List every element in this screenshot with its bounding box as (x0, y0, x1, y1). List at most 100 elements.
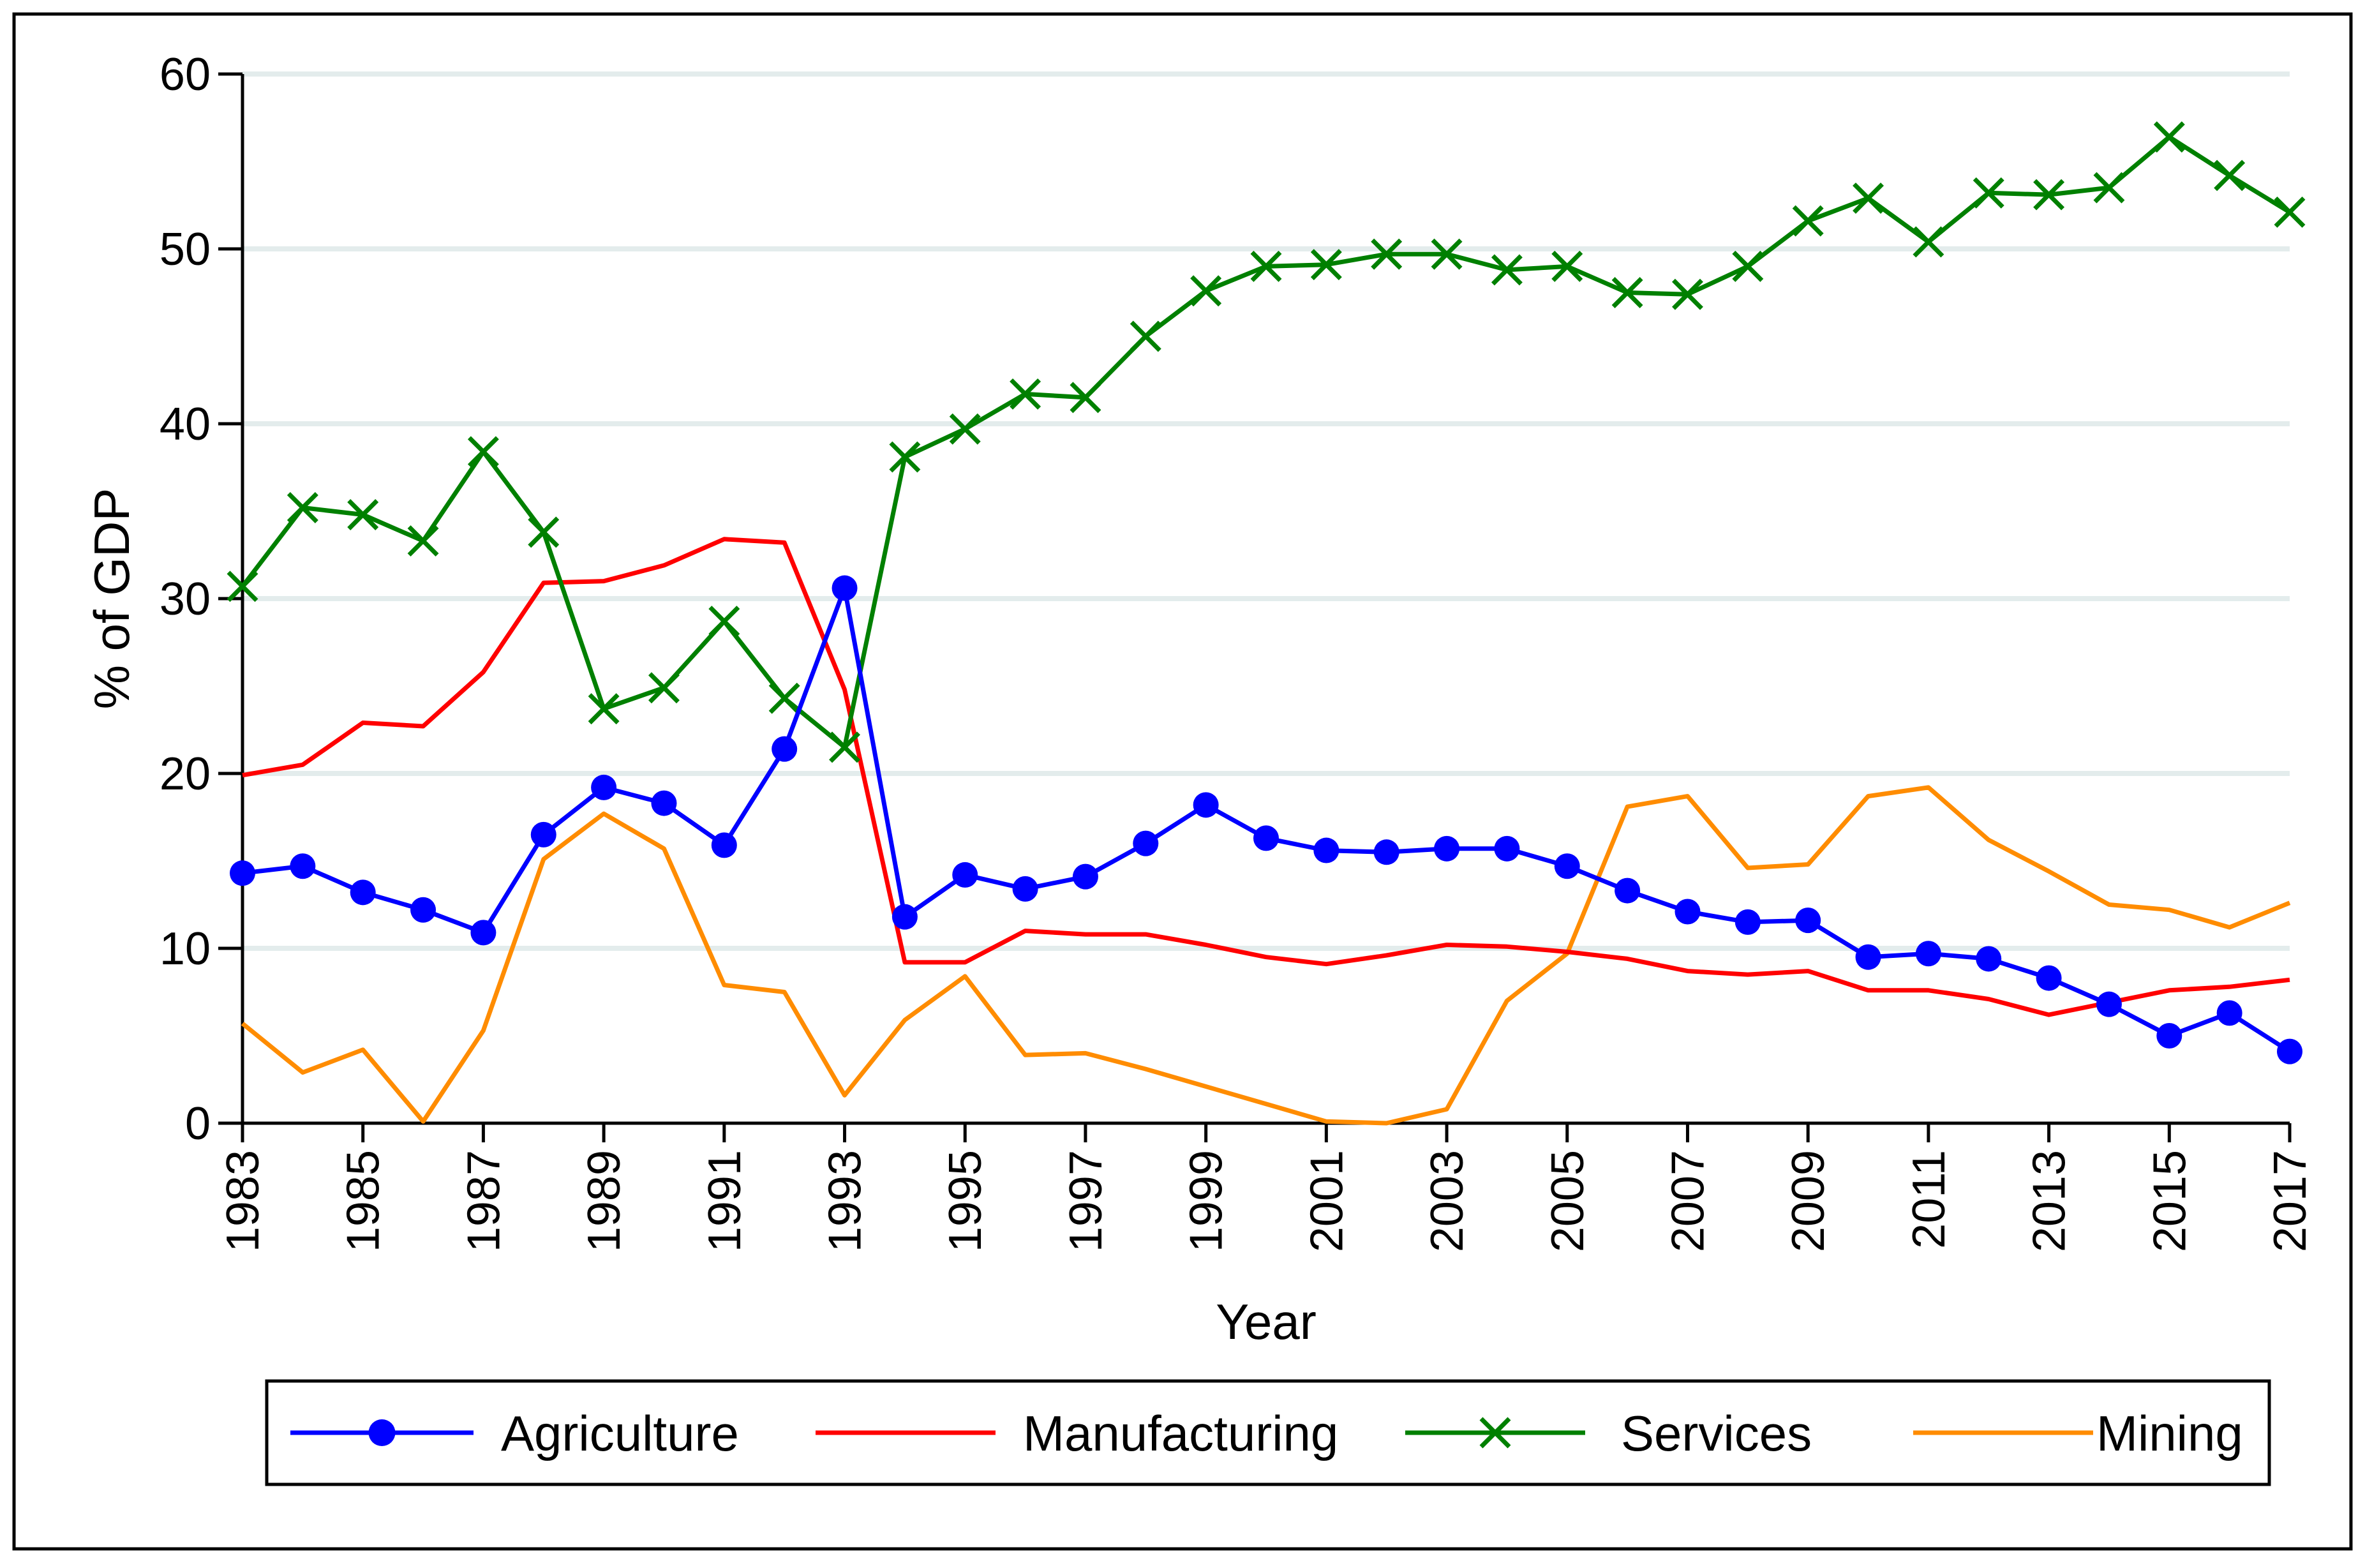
services-point-1989 (588, 693, 620, 725)
services-point-2013 (2033, 179, 2065, 211)
services-point-1999 (1190, 275, 1222, 307)
x-tick-label: 2001 (1301, 1150, 1352, 1252)
services-point-2010 (1853, 183, 1884, 214)
legend-marker-agriculture (368, 1419, 396, 1446)
agriculture-point-2006 (1615, 877, 1641, 904)
y-tick-label: 20 (160, 749, 211, 800)
agriculture-point-1986 (410, 897, 436, 923)
legend-label-manufacturing: Manufacturing (1023, 1405, 1338, 1461)
agriculture-point-1995 (952, 862, 978, 888)
legend-label-services: Services (1621, 1405, 1812, 1461)
agriculture-point-1983 (230, 860, 255, 886)
x-tick-label: 2007 (1662, 1150, 1713, 1252)
legend-marker-services (1479, 1417, 1511, 1449)
figure-frame (12, 12, 2353, 1551)
services-point-2007 (1671, 278, 1703, 310)
y-tick-label: 10 (160, 923, 211, 974)
services-point-1991 (708, 606, 740, 638)
x-tick-label: 1985 (338, 1150, 389, 1252)
agriculture-point-1984 (290, 853, 316, 879)
x-tick-label: 1983 (218, 1150, 269, 1252)
y-tick-label: 0 (185, 1098, 211, 1149)
services-point-2001 (1310, 249, 1342, 281)
legend-item-services: Services (1405, 1405, 1812, 1461)
agriculture-point-2005 (1554, 853, 1580, 879)
services-point-2002 (1371, 238, 1403, 270)
services-point-2005 (1551, 250, 1583, 282)
services-point-1993 (829, 731, 861, 763)
agriculture-point-2013 (2036, 965, 2062, 991)
services-point-2009 (1792, 205, 1824, 237)
x-tick-label: 2015 (2144, 1150, 2195, 1252)
agriculture-point-2007 (1675, 899, 1701, 925)
services-point-1983 (227, 571, 258, 602)
services-point-1984 (287, 492, 318, 523)
legend-label-agriculture: Agriculture (501, 1405, 739, 1461)
agriculture-point-2000 (1253, 825, 1279, 851)
agriculture-point-2017 (2277, 1038, 2302, 1064)
x-tick-label: 2005 (1542, 1150, 1593, 1252)
services-point-2003 (1431, 238, 1463, 270)
agriculture-point-2015 (2156, 1023, 2182, 1049)
services-point-2000 (1250, 250, 1282, 282)
x-tick-label: 1987 (458, 1150, 509, 1252)
services-point-1986 (407, 525, 439, 557)
services-point-2016 (2214, 160, 2246, 191)
services-point-2008 (1732, 250, 1764, 282)
legend-item-agriculture: Agriculture (290, 1405, 739, 1461)
agriculture-point-1988 (530, 821, 556, 847)
agriculture-point-2011 (1915, 941, 1941, 967)
agriculture-point-2008 (1735, 909, 1761, 935)
series-layer (227, 121, 2306, 1126)
y-axis-title: % of GDP (84, 488, 140, 710)
agriculture-point-1985 (350, 879, 376, 906)
agriculture-point-2002 (1373, 839, 1399, 865)
agriculture-line (242, 586, 2291, 1054)
series-agriculture (230, 575, 2302, 1064)
agriculture-point-2010 (1855, 944, 1881, 970)
x-tick-label: 2013 (2024, 1150, 2075, 1252)
agriculture-point-1989 (591, 774, 617, 800)
legend-item-mining: Mining (1913, 1405, 2243, 1461)
services-point-1992 (768, 682, 800, 714)
agriculture-point-1993 (832, 575, 858, 601)
agriculture-point-1996 (1012, 876, 1038, 902)
series-manufacturing (242, 537, 2290, 1017)
y-tick-label: 40 (160, 399, 211, 450)
services-point-1990 (648, 672, 680, 704)
services-point-1996 (1010, 378, 1041, 410)
services-point-1995 (949, 413, 981, 445)
x-axis-title: Year (1216, 1294, 1317, 1350)
x-tick-label: 2009 (1783, 1150, 1834, 1252)
agriculture-point-2012 (1976, 946, 2002, 972)
series-mining (241, 785, 2291, 1126)
services-point-1985 (347, 499, 379, 530)
agriculture-point-1987 (470, 920, 496, 946)
services-point-2012 (1973, 177, 2004, 209)
services-point-2017 (2274, 196, 2306, 228)
services-point-1988 (528, 516, 560, 548)
agriculture-point-1999 (1193, 792, 1219, 818)
agriculture-point-2016 (2216, 1000, 2242, 1026)
services-line (241, 135, 2291, 750)
services-point-1987 (467, 436, 499, 468)
agriculture-point-1992 (772, 736, 798, 762)
agriculture-point-2004 (1494, 835, 1520, 862)
y-tick-label: 30 (160, 574, 211, 625)
x-tick-label: 1991 (699, 1150, 750, 1252)
legend-label-mining: Mining (2096, 1405, 2243, 1461)
x-tick-label: 2011 (1904, 1150, 1955, 1249)
x-tick-label: 2017 (2265, 1150, 2316, 1252)
agriculture-point-1994 (892, 904, 918, 930)
agriculture-point-1991 (711, 832, 737, 858)
y-ticks: 0 10 20 30 40 50 60 (160, 49, 242, 1149)
services-point-2015 (2153, 121, 2185, 153)
manufacturing-line (242, 537, 2290, 1017)
services-point-2006 (1611, 277, 1643, 308)
mining-line (241, 785, 2291, 1126)
services-point-2014 (2093, 172, 2125, 204)
x-tick-label: 1995 (940, 1150, 991, 1252)
agriculture-point-1990 (651, 790, 677, 816)
services-point-2004 (1491, 254, 1523, 286)
